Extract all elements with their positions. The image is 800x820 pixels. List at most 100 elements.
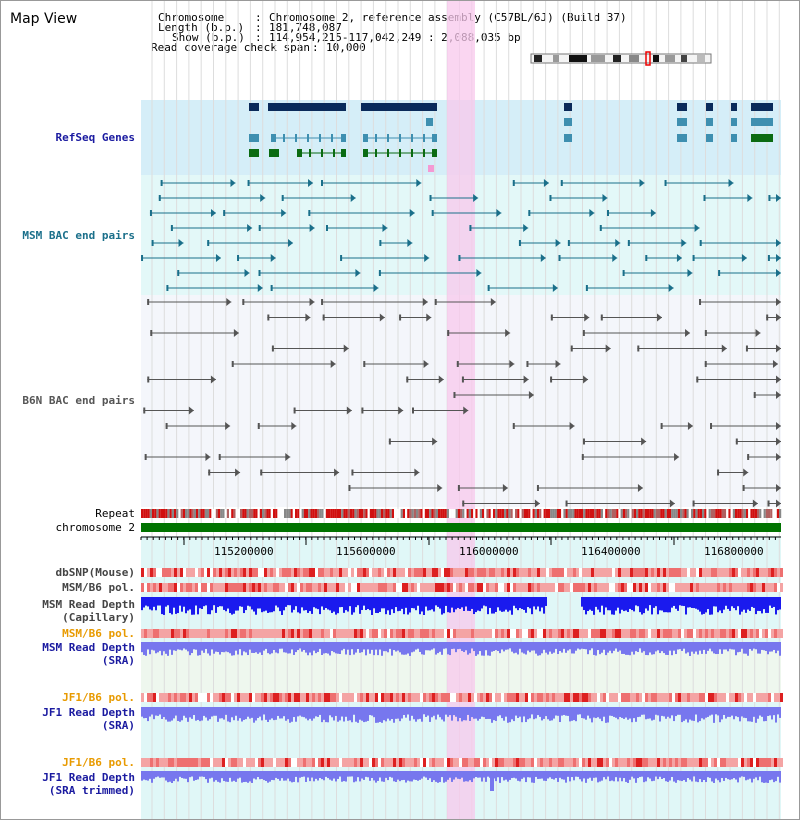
msm-pol-heat-cell	[294, 583, 297, 592]
jf1-depth-trimmed-bar	[253, 771, 255, 779]
msm-depth-capillary-bar	[257, 597, 259, 609]
msm-pol2-heat-cell	[747, 629, 750, 638]
msm-depth-sra-bar	[365, 642, 367, 656]
msm-pol2-heat-cell	[453, 629, 456, 638]
msm-depth-capillary-bar	[367, 597, 369, 610]
track-label-dbsnp[interactable]: dbSNP(Mouse)	[55, 566, 135, 579]
dbsnp-heat-cell	[222, 568, 225, 577]
track-label-b6n-bac[interactable]: B6N BAC end pairs	[22, 394, 135, 407]
msm-pol2-heat-cell	[483, 629, 486, 638]
dbsnp-heat-cell	[693, 568, 696, 577]
b6n-bac-end	[453, 392, 456, 398]
msm-depth-capillary-bar	[717, 597, 719, 613]
jf1-pol2-heat-cell	[483, 758, 486, 767]
jf1-pol2-heat-cell	[525, 758, 528, 767]
msm-depth-capillary-bar	[385, 597, 387, 615]
repeat-segment	[446, 509, 449, 518]
b6n-bac-end	[753, 392, 756, 398]
msm-depth-capillary-bar	[233, 597, 235, 614]
jf1-pol-heat-cell	[642, 693, 645, 702]
msm-pol2-heat-cell	[480, 629, 483, 638]
repeat-segment	[248, 509, 251, 518]
msm-pol2-heat-cell	[390, 629, 393, 638]
track-label-msm-b6-pol-2[interactable]: MSM/B6 pol.	[62, 627, 135, 640]
msm-pol-heat-cell	[411, 583, 414, 592]
dbsnp-heat-cell	[393, 568, 396, 577]
msm-depth-sra-bar	[387, 642, 389, 653]
msm-depth-capillary-bar	[691, 597, 693, 608]
jf1-pol2-heat-cell	[579, 758, 582, 767]
msm-bac-end	[473, 194, 479, 202]
msm-depth-sra-bar	[593, 642, 595, 655]
msm-bac-end	[528, 210, 531, 216]
msm-pol-heat-cell	[450, 583, 453, 592]
track-label-jf1-b6-pol[interactable]: JF1/B6 pol.	[62, 691, 135, 704]
track-label-msm-bac[interactable]: MSM BAC end pairs	[22, 229, 135, 242]
msm-pol2-heat-cell	[207, 629, 210, 638]
msm-depth-sra-bar	[287, 642, 289, 654]
jf1-depth-sra-bar	[369, 707, 371, 716]
jf1-depth-sra-bar	[309, 707, 311, 719]
msm-depth-capillary-bar	[179, 597, 181, 606]
track-label-jf1-depth-sra[interactable]: JF1 Read Depth	[42, 706, 135, 719]
jf1-depth-sra-bar	[713, 707, 715, 723]
jf1-pol2-heat-cell	[576, 758, 579, 767]
jf1-pol2-heat-cell	[252, 758, 255, 767]
track-label-refseq[interactable]: RefSeq Genes	[55, 131, 135, 144]
jf1-depth-sra-bar	[165, 707, 167, 720]
dbsnp-heat-cell	[486, 568, 489, 577]
jf1-depth-sra-bar	[473, 707, 475, 719]
track-label-jf1-b6-pol-2[interactable]: JF1/B6 pol.	[62, 756, 135, 769]
msm-depth-capillary-bar	[221, 597, 223, 607]
dbsnp-heat-cell	[510, 568, 513, 577]
jf1-depth-sra-bar	[491, 707, 493, 723]
jf1-depth-trimmed-bar	[281, 771, 283, 779]
jf1-pol2-heat-cell	[474, 758, 477, 767]
msm-depth-capillary-bar	[501, 597, 503, 612]
repeat-segment	[312, 509, 315, 518]
jf1-pol2-heat-cell	[273, 758, 276, 767]
jf1-pol-heat-cell	[324, 693, 327, 702]
msm-pol-heat-cell	[534, 583, 537, 592]
dbsnp-heat-cell	[684, 568, 687, 577]
jf1-depth-sra-bar	[471, 707, 473, 718]
msm-pol-heat-cell	[315, 583, 318, 592]
msm-depth-capillary-bar	[641, 597, 643, 615]
header-sep: :	[255, 21, 262, 34]
jf1-depth-sra-bar	[289, 707, 291, 723]
msm-pol2-heat-cell	[150, 629, 153, 638]
jf1-depth-trimmed-bar	[195, 771, 197, 780]
msm-depth-capillary-bar	[511, 597, 513, 615]
track-label-jf1-depth-trimmed[interactable]: JF1 Read Depth	[42, 771, 135, 784]
dbsnp-heat-cell	[672, 568, 675, 577]
track-label-msm-b6-pol[interactable]: MSM/B6 pol.	[62, 581, 135, 594]
jf1-pol-heat-cell	[402, 693, 405, 702]
page-title: Map View	[10, 11, 78, 27]
msm-bac-end	[350, 194, 356, 202]
jf1-pol-heat-cell	[264, 693, 267, 702]
dbsnp-heat-cell	[738, 568, 741, 577]
jf1-pol-heat-cell	[258, 693, 261, 702]
msm-pol2-heat-cell	[363, 629, 366, 638]
msm-depth-sra-bar	[543, 642, 545, 650]
refseq-gene-exon	[682, 134, 687, 142]
track-label-msm-depth-capillary[interactable]: MSM Read Depth	[42, 598, 135, 611]
jf1-depth-sra-bar	[507, 707, 509, 723]
track-label-msm-depth-sra[interactable]: MSM Read Depth	[42, 641, 135, 654]
repeat-segment	[224, 509, 227, 518]
msm-bac-end	[776, 254, 781, 262]
dbsnp-heat-cell	[516, 568, 519, 577]
jf1-depth-trimmed-bar	[205, 771, 207, 780]
msm-depth-sra-bar	[563, 642, 565, 649]
jf1-pol2-heat-cell	[327, 758, 330, 767]
repeat-segment	[545, 509, 548, 518]
msm-pol-heat-cell	[588, 583, 591, 592]
msm-pol-heat-cell	[231, 583, 234, 592]
msm-depth-capillary-bar	[339, 597, 341, 608]
jf1-pol-heat-cell	[720, 693, 723, 702]
dbsnp-heat-cell	[174, 568, 177, 577]
jf1-depth-trimmed-bar	[763, 771, 765, 783]
msm-depth-capillary-bar	[779, 597, 781, 610]
msm-depth-sra-bar	[645, 642, 647, 656]
